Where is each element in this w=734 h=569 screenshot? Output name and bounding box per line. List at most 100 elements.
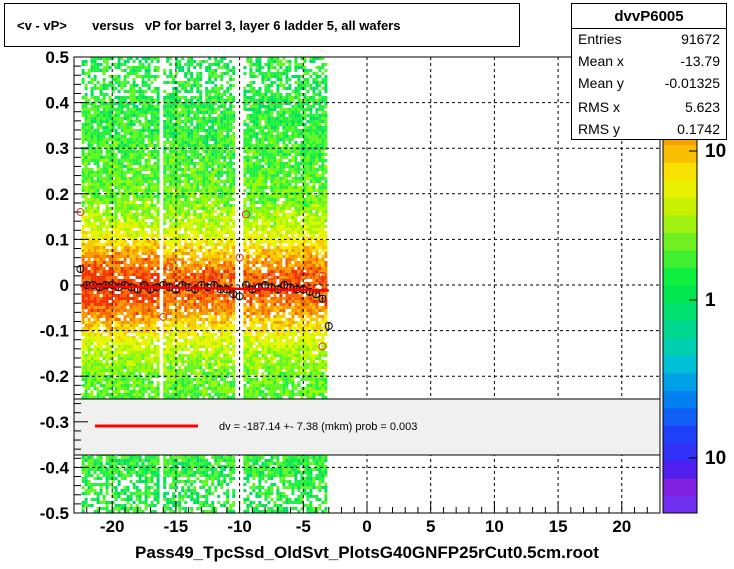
density-cell	[135, 318, 139, 321]
density-cell	[90, 66, 94, 69]
density-cell	[141, 270, 145, 273]
density-cell	[223, 138, 227, 141]
density-cell	[135, 303, 139, 306]
density-cell	[90, 483, 94, 486]
density-cell	[84, 465, 88, 468]
density-cell	[81, 333, 85, 336]
density-cell	[144, 135, 148, 138]
density-cell	[105, 507, 109, 510]
density-cell	[93, 354, 97, 357]
density-cell	[153, 309, 157, 312]
density-cell	[114, 264, 118, 267]
density-cell	[217, 240, 221, 243]
density-cell	[81, 396, 85, 399]
density-cell	[144, 387, 148, 390]
density-cell	[190, 72, 194, 75]
density-cell	[99, 381, 103, 384]
density-cell	[90, 324, 94, 327]
density-cell	[196, 219, 200, 222]
density-cell	[147, 252, 151, 255]
density-cell	[187, 60, 191, 63]
density-cell	[90, 204, 94, 207]
density-cell	[126, 159, 130, 162]
density-cell	[153, 396, 157, 399]
density-cell	[190, 135, 194, 138]
density-cell	[220, 72, 224, 75]
density-cell	[217, 120, 221, 123]
density-cell	[199, 249, 203, 252]
density-cell	[135, 204, 139, 207]
density-cell	[187, 297, 191, 300]
density-cell	[123, 342, 127, 345]
density-cell	[90, 195, 94, 198]
density-cell	[126, 96, 130, 99]
density-cell	[114, 123, 118, 126]
density-cell	[129, 237, 133, 240]
density-cell	[178, 165, 182, 168]
density-cell	[114, 492, 118, 495]
density-cell	[181, 261, 185, 264]
density-cell	[99, 186, 103, 189]
density-cell	[223, 294, 227, 297]
density-cell	[117, 393, 121, 396]
density-cell	[202, 144, 206, 147]
density-cell	[141, 141, 145, 144]
density-cell	[132, 309, 136, 312]
density-cell	[226, 219, 230, 222]
density-cell	[108, 156, 112, 159]
density-cell	[123, 159, 127, 162]
density-cell	[175, 168, 179, 171]
density-cell	[153, 261, 157, 264]
density-cell	[111, 75, 115, 78]
density-cell	[84, 489, 88, 492]
density-cell	[126, 495, 130, 498]
density-cell	[211, 207, 215, 210]
density-cell	[105, 132, 109, 135]
density-cell	[211, 285, 215, 288]
density-cell	[135, 282, 139, 285]
density-cell	[84, 243, 88, 246]
density-cell	[217, 96, 221, 99]
density-cell	[87, 129, 91, 132]
density-cell	[175, 126, 179, 129]
density-cell	[232, 147, 236, 150]
density-cell	[175, 150, 179, 153]
density-cell	[184, 291, 188, 294]
density-cell	[163, 297, 167, 300]
density-cell	[232, 213, 236, 216]
density-cell	[129, 249, 133, 252]
density-cell	[99, 462, 103, 465]
density-cell	[178, 66, 182, 69]
density-cell	[141, 108, 145, 111]
density-cell	[208, 126, 212, 129]
density-cell	[178, 81, 182, 84]
density-cell	[123, 477, 127, 480]
density-cell	[184, 102, 188, 105]
density-cell	[156, 219, 160, 222]
density-cell	[114, 117, 118, 120]
density-cell	[150, 189, 154, 192]
density-cell	[87, 180, 91, 183]
density-cell	[105, 300, 109, 303]
density-cell	[184, 189, 188, 192]
density-cell	[93, 351, 97, 354]
density-cell	[132, 258, 136, 261]
density-cell	[193, 165, 197, 168]
density-cell	[120, 387, 124, 390]
density-cell	[187, 84, 191, 87]
density-cell	[184, 171, 188, 174]
density-cell	[229, 75, 233, 78]
density-cell	[172, 273, 176, 276]
density-cell	[187, 228, 191, 231]
density-cell	[181, 195, 185, 198]
density-cell	[105, 237, 109, 240]
density-cell	[196, 153, 200, 156]
density-cell	[217, 273, 221, 276]
density-cell	[141, 219, 145, 222]
density-cell	[144, 348, 148, 351]
density-cell	[84, 195, 88, 198]
density-cell	[144, 198, 148, 201]
density-cell	[129, 87, 133, 90]
density-cell	[132, 246, 136, 249]
density-cell	[172, 246, 176, 249]
